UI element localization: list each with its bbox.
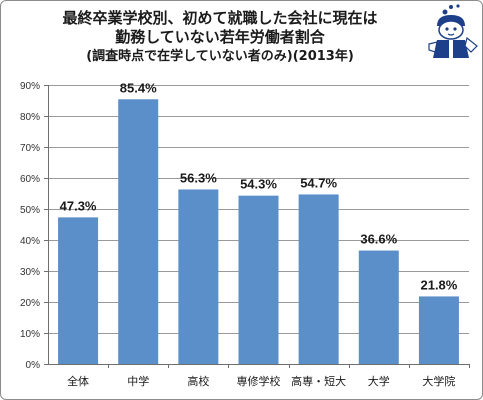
data-label: 54.7% [300,175,337,190]
category-label: 全体 [67,374,89,388]
data-label: 47.3% [60,198,97,213]
y-tick-label: 60% [20,174,40,185]
chart-title-line-3: (調査時点で在学していない者のみ)(2013年) [86,49,354,64]
data-label: 56.3% [180,170,217,185]
bar [58,217,99,364]
chart-title: 最終卒業学校別、初めて就職した会社に現在は 勤務していない若年労働者割合 (調査… [40,9,400,66]
bar [298,194,339,364]
chart-title-line-2: 勤務していない若年労働者割合 [115,28,325,46]
bar [118,99,159,364]
category-label: 高専・短大 [291,374,346,388]
chart-title-line-1: 最終卒業学校別、初めて就職した会社に現在は [62,9,378,27]
data-label: 36.6% [360,232,397,247]
category-label: 中学 [127,374,149,388]
y-tick-label: 30% [20,267,40,278]
y-tick-label: 40% [20,236,40,247]
mascot-logo-icon [428,4,478,58]
bar [358,250,399,364]
data-label: 54.3% [240,177,277,192]
y-tick-label: 90% [20,81,40,92]
data-label: 85.4% [120,80,157,95]
y-tick-label: 10% [20,329,40,340]
data-label: 21.8% [420,277,457,292]
y-tick-label: 80% [20,112,40,123]
category-label: 大学 [368,374,390,388]
category-label: 大学院 [422,374,455,388]
y-tick-label: 0% [26,360,41,371]
bar [178,189,219,364]
bar [418,296,459,364]
y-tick-label: 50% [20,205,40,216]
y-tick-label: 70% [20,143,40,154]
category-label: 専修学校 [237,374,281,388]
y-tick-label: 20% [20,298,40,309]
category-label: 高校 [187,374,209,388]
bar [238,195,279,364]
